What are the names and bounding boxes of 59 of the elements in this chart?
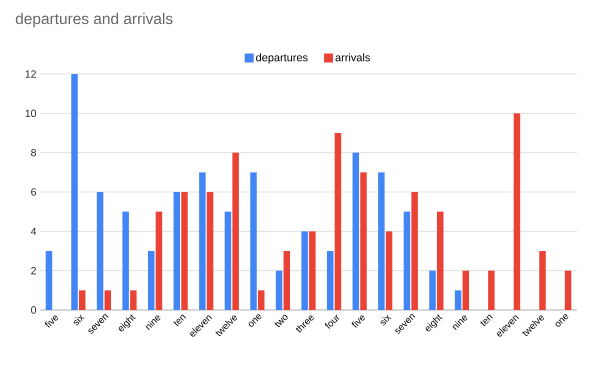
bar <box>250 172 257 310</box>
bar <box>46 251 52 310</box>
bar <box>130 290 137 310</box>
bar <box>206 192 214 310</box>
legend-label: departures <box>256 53 308 64</box>
x-tick-label: six <box>74 314 85 326</box>
x-tick-label: ten <box>480 314 493 326</box>
bar <box>309 231 316 310</box>
bar <box>334 132 342 310</box>
bar <box>386 231 392 310</box>
x-tick-label: one <box>248 314 262 327</box>
bar <box>514 113 520 310</box>
x-tick-label: four <box>324 314 340 329</box>
bar <box>258 290 264 310</box>
bar <box>326 251 334 310</box>
y-tick-label: 0 <box>31 306 36 314</box>
bar <box>488 270 495 310</box>
bar <box>411 192 418 310</box>
bar <box>276 270 282 310</box>
bar <box>404 212 410 310</box>
bar <box>360 172 367 310</box>
bar <box>181 192 188 310</box>
bar <box>148 251 154 310</box>
bar <box>199 172 206 310</box>
bar <box>454 290 462 310</box>
bar <box>232 152 239 310</box>
bar <box>156 212 162 310</box>
x-tick-label: ten <box>173 314 186 326</box>
bar <box>78 290 86 310</box>
y-tick-label: 4 <box>30 228 36 235</box>
bar <box>429 270 436 310</box>
bar <box>462 270 470 310</box>
y-tick-label: 2 <box>31 267 36 274</box>
x-tick-label: six <box>380 314 392 326</box>
x-tick-label: nine <box>146 316 160 330</box>
bar <box>378 172 385 310</box>
bar <box>284 251 290 310</box>
bar <box>352 152 360 310</box>
y-tick-label: 6 <box>31 188 36 196</box>
bar <box>436 212 444 310</box>
chart-title: departures and arrivals <box>16 12 173 28</box>
y-tick-label: 8 <box>31 148 36 156</box>
bar <box>564 270 572 310</box>
x-tick-label: five <box>44 316 58 328</box>
bar <box>539 251 546 310</box>
bar <box>104 290 112 310</box>
bar <box>224 212 232 310</box>
x-tick-label: two <box>274 314 288 328</box>
bar <box>301 231 308 310</box>
bar <box>174 192 180 310</box>
bar <box>71 74 78 310</box>
legend-label: arrivals <box>336 53 370 62</box>
y-tick-label: 10 <box>26 110 36 118</box>
x-tick-label: nine <box>452 316 468 330</box>
x-tick-label: five <box>352 316 365 328</box>
bar <box>96 192 104 310</box>
bar <box>122 212 129 310</box>
y-tick-label: 12 <box>26 70 36 78</box>
x-tick-label: one <box>556 314 568 327</box>
